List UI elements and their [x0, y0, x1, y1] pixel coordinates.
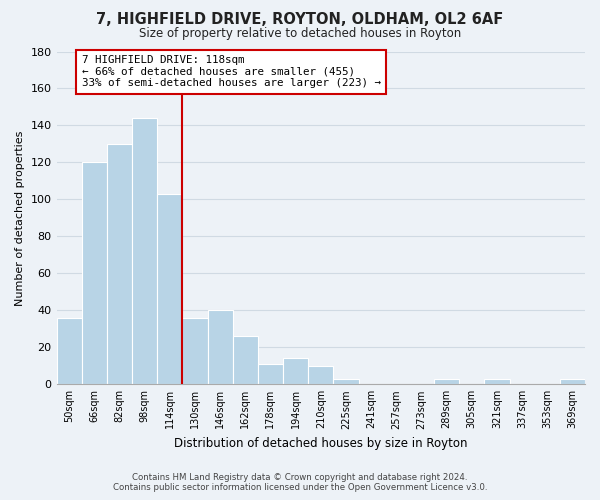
X-axis label: Distribution of detached houses by size in Royton: Distribution of detached houses by size … [174, 437, 467, 450]
Bar [132, 118, 157, 384]
Bar [208, 310, 233, 384]
Bar [434, 379, 459, 384]
Bar [56, 318, 82, 384]
Bar [283, 358, 308, 384]
Y-axis label: Number of detached properties: Number of detached properties [15, 130, 25, 306]
Bar [157, 194, 182, 384]
Bar [107, 144, 132, 384]
Bar [258, 364, 283, 384]
Bar [560, 379, 585, 384]
Bar [334, 379, 359, 384]
Text: Contains HM Land Registry data © Crown copyright and database right 2024.
Contai: Contains HM Land Registry data © Crown c… [113, 473, 487, 492]
Bar [182, 318, 208, 384]
Text: Size of property relative to detached houses in Royton: Size of property relative to detached ho… [139, 28, 461, 40]
Bar [308, 366, 334, 384]
Bar [82, 162, 107, 384]
Text: 7 HIGHFIELD DRIVE: 118sqm
← 66% of detached houses are smaller (455)
33% of semi: 7 HIGHFIELD DRIVE: 118sqm ← 66% of detac… [82, 55, 381, 88]
Bar [484, 379, 509, 384]
Bar [233, 336, 258, 384]
Text: 7, HIGHFIELD DRIVE, ROYTON, OLDHAM, OL2 6AF: 7, HIGHFIELD DRIVE, ROYTON, OLDHAM, OL2 … [97, 12, 503, 28]
